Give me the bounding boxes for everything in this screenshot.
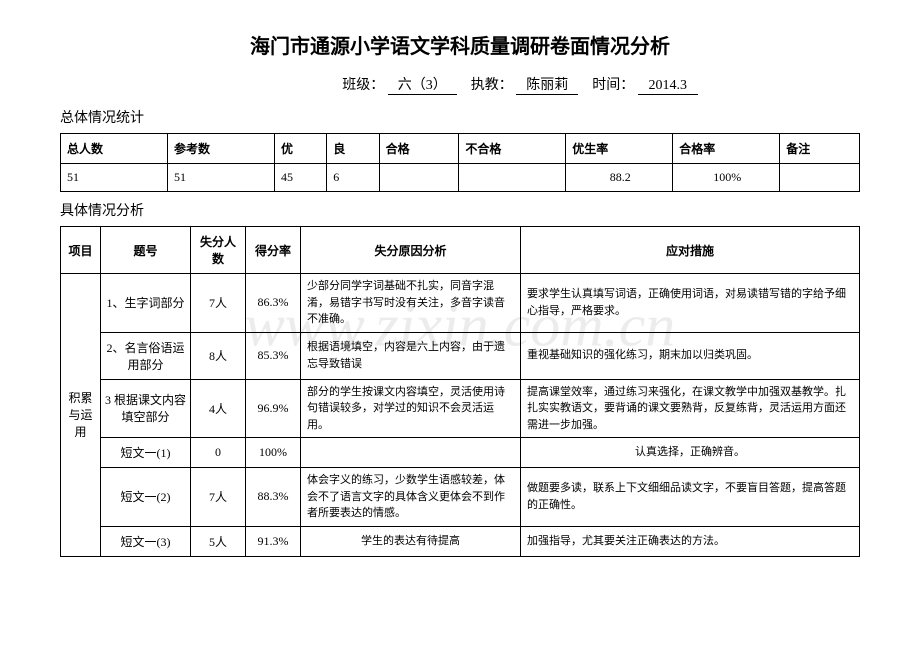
section1-title: 总体情况统计 <box>60 107 860 127</box>
table-row: 项目 题号 失分人数 得分率 失分原因分析 应对措施 <box>61 227 860 274</box>
cell-lose: 7人 <box>191 274 246 333</box>
cell-action: 加强指导，尤其要关注正确表达的方法。 <box>521 526 860 556</box>
cell-reason: 部分的学生按课文内容填空，灵活使用诗句错误较多，对学过的知识不会灵活运用。 <box>301 379 521 438</box>
table-row: 3 根据课文内容填空部分 4人 96.9% 部分的学生按课文内容填空，灵活使用诗… <box>61 379 860 438</box>
header-note: 备注 <box>780 134 860 164</box>
table-row: 51 51 45 6 88.2 100% <box>61 164 860 192</box>
cell-num: 短文一(2) <box>101 468 191 527</box>
header-lose: 失分人数 <box>191 227 246 274</box>
class-value: 六（3） <box>388 74 457 95</box>
cell-lose: 7人 <box>191 468 246 527</box>
header-pass: 合格 <box>379 134 459 164</box>
cell-num: 短文一(3) <box>101 526 191 556</box>
cell-good: 6 <box>327 164 379 192</box>
cell-pass-rate: 100% <box>673 164 780 192</box>
cell-reason <box>301 438 521 468</box>
header-pass-rate: 合格率 <box>673 134 780 164</box>
section2-title: 具体情况分析 <box>60 200 860 220</box>
cell-action: 认真选择，正确辨音。 <box>521 438 860 468</box>
cell-pass <box>379 164 459 192</box>
header-good: 良 <box>327 134 379 164</box>
cell-rate: 91.3% <box>246 526 301 556</box>
header-total: 总人数 <box>61 134 168 164</box>
header-rate: 得分率 <box>246 227 301 274</box>
cell-num: 短文一(1) <box>101 438 191 468</box>
detail-table: 项目 题号 失分人数 得分率 失分原因分析 应对措施 积累与运用 1、生字词部分… <box>60 226 860 557</box>
cell-reason: 根据语境填空，内容是六上内容，由于遗忘导致错误 <box>301 332 521 379</box>
table-row: 短文一(3) 5人 91.3% 学生的表达有待提高 加强指导，尤其要关注正确表达… <box>61 526 860 556</box>
cell-num: 1、生字词部分 <box>101 274 191 333</box>
category-cell: 积累与运用 <box>61 274 101 557</box>
cell-num: 2、名言俗语运用部分 <box>101 332 191 379</box>
cell-action: 做题要多读，联系上下文细细品读文字，不要盲目答题，提高答题的正确性。 <box>521 468 860 527</box>
cell-rate: 86.3% <box>246 274 301 333</box>
header-excellent: 优 <box>274 134 326 164</box>
cell-lose: 5人 <box>191 526 246 556</box>
cell-rate: 88.3% <box>246 468 301 527</box>
cell-fail <box>459 164 566 192</box>
cell-action: 要求学生认真填写词语，正确使用词语，对易读错写错的字给予细心指导，严格要求。 <box>521 274 860 333</box>
teacher-label: 执教： <box>471 78 513 93</box>
header-action: 应对措施 <box>521 227 860 274</box>
cell-reason: 学生的表达有待提高 <box>301 526 521 556</box>
cell-reason: 少部分同学字词基础不扎实，同音字混淆，易错字书写时没有关注，多音字读音不准确。 <box>301 274 521 333</box>
cell-action: 重视基础知识的强化练习，期末加以归类巩固。 <box>521 332 860 379</box>
meta-line: 班级： 六（3） 执教： 陈丽莉 时间： 2014.3 <box>60 74 860 95</box>
cell-lose: 0 <box>191 438 246 468</box>
table-row: 短文一(1) 0 100% 认真选择，正确辨音。 <box>61 438 860 468</box>
cell-excellent: 45 <box>274 164 326 192</box>
table-row: 短文一(2) 7人 88.3% 体会字义的练习，少数学生语感较差，体会不了语言文… <box>61 468 860 527</box>
cell-total: 51 <box>61 164 168 192</box>
class-label: 班级： <box>342 78 384 93</box>
cell-lose: 4人 <box>191 379 246 438</box>
cell-action: 提高课堂效率，通过练习来强化，在课文教学中加强双基教学。扎扎实实教语文，要背诵的… <box>521 379 860 438</box>
table-row: 积累与运用 1、生字词部分 7人 86.3% 少部分同学字词基础不扎实，同音字混… <box>61 274 860 333</box>
cell-note <box>780 164 860 192</box>
header-fail: 不合格 <box>459 134 566 164</box>
time-label: 时间： <box>592 78 634 93</box>
cell-num: 3 根据课文内容填空部分 <box>101 379 191 438</box>
header-reason: 失分原因分析 <box>301 227 521 274</box>
cell-rate: 85.3% <box>246 332 301 379</box>
cell-reason: 体会字义的练习，少数学生语感较差，体会不了语言文字的具体含义更体会不到作者所要表… <box>301 468 521 527</box>
table-row: 2、名言俗语运用部分 8人 85.3% 根据语境填空，内容是六上内容，由于遗忘导… <box>61 332 860 379</box>
cell-lose: 8人 <box>191 332 246 379</box>
header-num: 题号 <box>101 227 191 274</box>
cell-ref: 51 <box>167 164 274 192</box>
header-ref: 参考数 <box>167 134 274 164</box>
page-title: 海门市通源小学语文学科质量调研卷面情况分析 <box>60 30 860 59</box>
cell-rate: 100% <box>246 438 301 468</box>
header-exc-rate: 优生率 <box>566 134 673 164</box>
header-item: 项目 <box>61 227 101 274</box>
summary-table: 总人数 参考数 优 良 合格 不合格 优生率 合格率 备注 51 51 45 6… <box>60 133 860 192</box>
cell-exc-rate: 88.2 <box>566 164 673 192</box>
cell-rate: 96.9% <box>246 379 301 438</box>
time-value: 2014.3 <box>638 78 698 95</box>
table-row: 总人数 参考数 优 良 合格 不合格 优生率 合格率 备注 <box>61 134 860 164</box>
teacher-value: 陈丽莉 <box>516 74 578 95</box>
